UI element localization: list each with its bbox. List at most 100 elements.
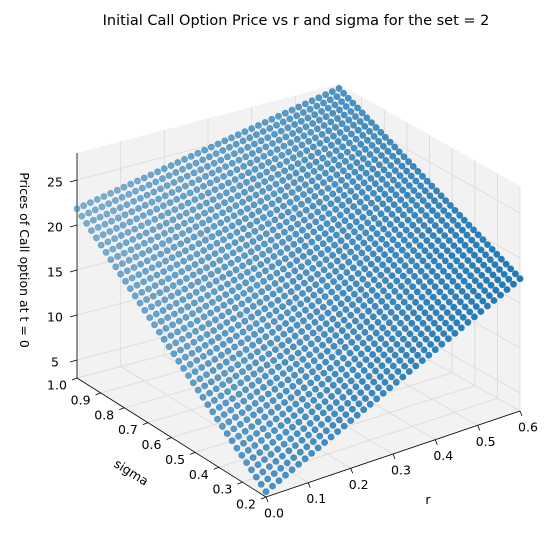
data-point xyxy=(172,339,180,347)
data-point xyxy=(237,379,245,387)
data-point xyxy=(283,183,291,190)
data-point xyxy=(415,216,423,224)
data-point xyxy=(175,357,183,365)
data-point xyxy=(180,219,188,227)
data-point xyxy=(160,229,168,237)
data-point xyxy=(286,115,294,123)
data-point xyxy=(346,163,354,171)
data-point xyxy=(222,291,230,298)
data-point xyxy=(244,143,252,151)
data-point xyxy=(289,154,297,162)
data-point xyxy=(399,211,407,219)
data-point xyxy=(370,276,378,284)
data-point xyxy=(294,389,301,397)
data-point xyxy=(373,170,381,178)
data-point xyxy=(243,459,250,466)
data-point xyxy=(171,271,179,279)
data-point xyxy=(203,264,210,272)
data-point xyxy=(413,325,420,332)
data-point xyxy=(275,196,283,204)
data-point xyxy=(304,258,312,266)
data-point xyxy=(366,151,374,158)
data-point xyxy=(338,327,346,335)
data-point xyxy=(403,252,411,259)
data-point xyxy=(388,335,396,343)
data-point xyxy=(323,220,331,227)
data-point xyxy=(222,358,230,366)
data-point xyxy=(201,209,208,217)
data-point xyxy=(259,425,267,433)
data-point xyxy=(142,229,150,237)
data-point xyxy=(220,172,227,180)
data-point xyxy=(228,222,236,230)
data-point xyxy=(285,298,293,306)
data-point xyxy=(507,265,515,273)
data-point xyxy=(455,247,462,254)
data-point xyxy=(363,114,371,122)
data-point xyxy=(349,178,357,185)
data-point xyxy=(250,370,258,378)
data-point xyxy=(293,112,301,120)
data-point xyxy=(388,373,395,381)
data-point xyxy=(240,289,248,297)
data-point xyxy=(423,298,431,306)
data-point xyxy=(165,172,173,179)
data-point xyxy=(185,162,193,170)
data-point xyxy=(232,140,240,148)
data-point xyxy=(339,289,347,297)
data-point xyxy=(382,157,390,164)
data-point xyxy=(381,277,389,284)
data-point xyxy=(350,203,357,210)
data-point xyxy=(235,283,243,291)
data-point xyxy=(334,321,341,329)
data-point xyxy=(268,368,276,375)
data-point xyxy=(377,128,385,136)
data-point xyxy=(395,206,403,214)
data-point xyxy=(385,256,393,264)
data-point xyxy=(335,85,343,92)
data-point xyxy=(369,351,376,358)
data-point xyxy=(318,188,325,196)
data-point xyxy=(295,126,303,134)
data-point xyxy=(320,122,328,129)
data-point xyxy=(257,197,265,205)
data-point xyxy=(434,298,442,306)
data-point xyxy=(336,211,344,219)
data-point xyxy=(141,201,149,209)
data-point xyxy=(345,258,353,266)
data-point xyxy=(387,246,395,254)
data-point xyxy=(362,169,370,177)
data-point xyxy=(316,139,324,147)
data-point xyxy=(250,411,257,419)
data-point xyxy=(329,315,337,323)
data-point xyxy=(347,108,355,115)
data-point xyxy=(148,264,156,272)
data-point xyxy=(253,156,261,164)
data-point xyxy=(341,343,349,351)
data-point xyxy=(217,219,225,227)
data-point xyxy=(375,281,383,289)
y-tick xyxy=(142,422,149,425)
data-point xyxy=(351,317,359,325)
data-point xyxy=(379,142,387,150)
data-point xyxy=(350,394,358,402)
data-point xyxy=(265,158,272,166)
data-point xyxy=(492,286,500,294)
data-point xyxy=(353,344,360,352)
data-point xyxy=(432,247,440,255)
data-point xyxy=(172,233,180,241)
data-point xyxy=(377,152,385,159)
z-tick-label: 25 xyxy=(47,175,63,190)
data-point xyxy=(497,291,504,299)
data-point xyxy=(410,309,417,317)
data-point xyxy=(157,317,165,325)
data-point xyxy=(310,357,318,365)
y-tick xyxy=(71,377,78,381)
data-point xyxy=(222,399,230,407)
data-point xyxy=(367,361,375,369)
data-point xyxy=(363,318,371,326)
data-point xyxy=(381,313,388,321)
data-point xyxy=(479,236,487,244)
data-point xyxy=(288,354,295,362)
data-point xyxy=(87,199,94,206)
